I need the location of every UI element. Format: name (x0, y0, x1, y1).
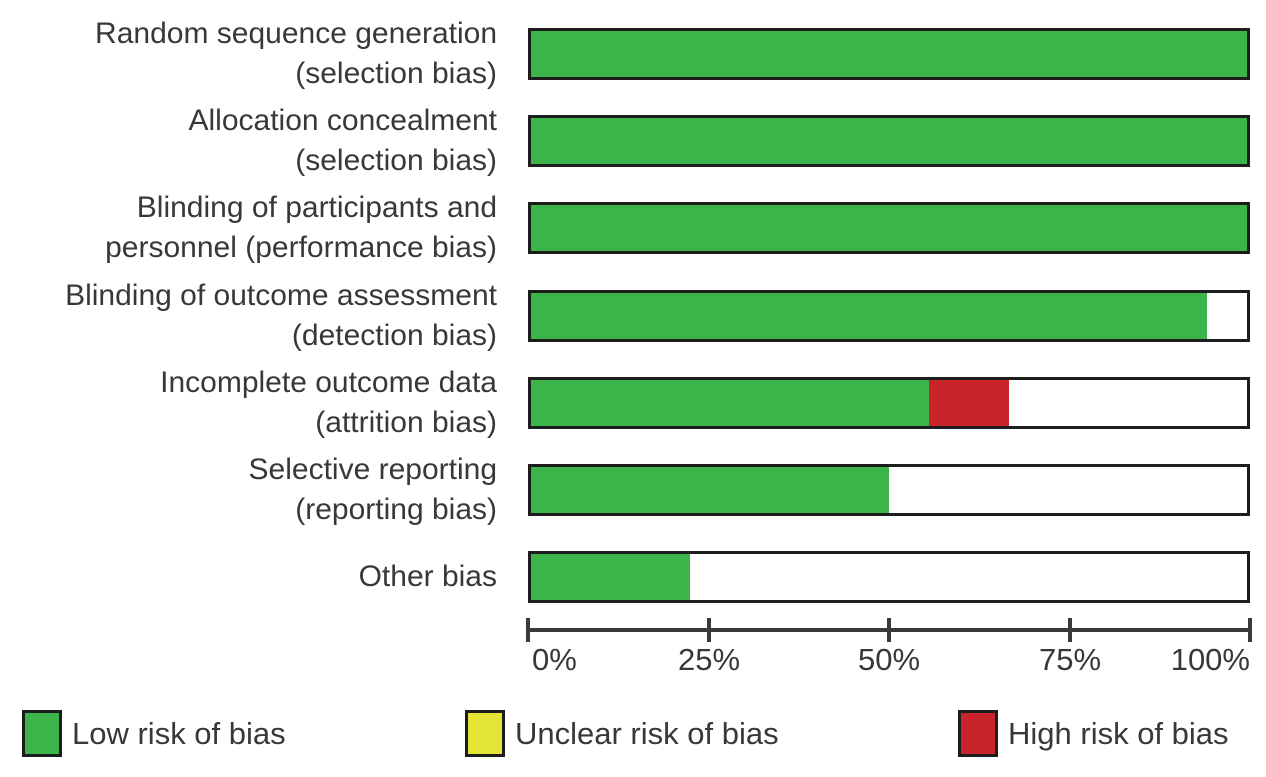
x-axis-tick (1068, 618, 1072, 642)
stacked-bar (528, 115, 1250, 167)
legend-label: High risk of bias (1008, 715, 1229, 751)
bar-segment-low (531, 118, 1247, 164)
x-axis-tick-label: 75% (1038, 642, 1102, 677)
stacked-bar (528, 290, 1250, 342)
category-label-line: Selective reporting (248, 453, 497, 486)
x-axis-tick-label: 100% (1170, 642, 1250, 677)
bar-segment-low (531, 554, 690, 600)
category-label-line: (attrition bias) (315, 406, 497, 439)
legend-swatch-unclear-risk (465, 710, 505, 757)
category-label-line: personnel (performance bias) (105, 231, 497, 264)
bar-segment-low (531, 31, 1247, 77)
x-axis-tick (707, 618, 711, 642)
legend-item-high-risk: High risk of bias (958, 710, 1229, 757)
bar-row: Blinding of outcome assessment (detectio… (0, 279, 1266, 352)
category-label: Blinding of participants and personnel (… (0, 191, 497, 264)
legend-label: Unclear risk of bias (515, 715, 779, 751)
legend-item-unclear-risk: Unclear risk of bias (465, 710, 779, 757)
legend-label: Low risk of bias (72, 715, 286, 751)
bar-row: Allocation concealment (selection bias) (0, 104, 1266, 177)
legend-swatch-high-risk (958, 710, 998, 757)
legend-swatch-low-risk (22, 710, 62, 757)
category-label-line: (detection bias) (291, 319, 497, 352)
bar-segment-low (531, 293, 1207, 339)
category-label-line: Blinding of outcome assessment (65, 279, 497, 312)
category-label: Selective reporting (reporting bias) (0, 453, 497, 526)
category-label: Incomplete outcome data (attrition bias) (0, 366, 497, 439)
stacked-bar (528, 377, 1250, 429)
category-label: Blinding of outcome assessment (detectio… (0, 279, 497, 352)
x-axis-tick (887, 618, 891, 642)
category-label: Other bias (0, 551, 497, 603)
category-label: Random sequence generation (selection bi… (0, 17, 497, 90)
category-label-line: Incomplete outcome data (160, 366, 497, 399)
category-label-line: (selection bias) (295, 144, 497, 177)
bar-row: Other bias (0, 551, 1266, 603)
stacked-bar (528, 464, 1250, 516)
bar-segment-high (929, 380, 1009, 426)
x-axis-tick-label: 50% (857, 642, 921, 677)
stacked-bar (528, 28, 1250, 80)
bar-segment-low (531, 380, 930, 426)
bar-segment-low (531, 205, 1247, 251)
category-label-line: Blinding of participants and (136, 191, 497, 224)
category-label-line: (selection bias) (295, 57, 497, 90)
stacked-bar (528, 551, 1250, 603)
bar-segment-low (531, 467, 889, 513)
x-axis-tick (1248, 618, 1252, 642)
category-label-line: Other bias (358, 560, 497, 593)
x-axis-tick-label: 25% (677, 642, 741, 677)
bar-row: Blinding of participants and personnel (… (0, 191, 1266, 264)
bar-row: Random sequence generation (selection bi… (0, 17, 1266, 90)
legend-item-low-risk: Low risk of bias (22, 710, 286, 757)
stacked-bar (528, 202, 1250, 254)
bar-row: Selective reporting (reporting bias) (0, 453, 1266, 526)
category-label-line: Allocation concealment (188, 104, 497, 137)
x-axis-tick-label: 0% (532, 642, 577, 677)
x-axis-tick (526, 618, 530, 642)
category-label-line: Random sequence generation (95, 17, 497, 50)
category-label-line: (reporting bias) (295, 493, 497, 526)
bar-row: Incomplete outcome data (attrition bias) (0, 366, 1266, 439)
category-label: Allocation concealment (selection bias) (0, 104, 497, 177)
